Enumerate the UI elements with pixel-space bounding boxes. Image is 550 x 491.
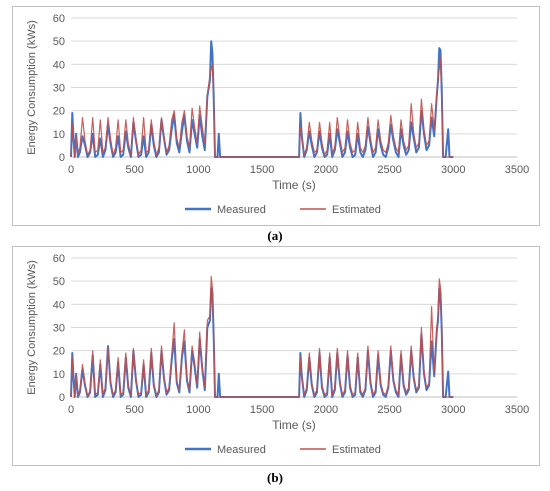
x-tick-label: 1000 [186,404,210,416]
y-tick-label: 10 [53,369,65,381]
x-tick-label: 0 [68,164,74,176]
y-tick-label: 60 [53,13,65,25]
x-tick-label: 1500 [250,404,274,416]
y-tick-label: 30 [53,83,65,95]
y-tick-label: 0 [59,152,65,164]
x-tick-label: 0 [68,404,74,416]
chart-a-svg: 0 10 20 30 40 50 60 0 500 1000 1500 2000 2500 3000 350… [26,13,529,216]
caption-b: (b) [267,470,283,485]
x-tick-label: 3500 [505,404,529,416]
legend-label-measured: Measured [217,444,266,456]
chart-b-svg: 0 10 20 30 40 50 60 0 500 1000 1500 2000 2500 3000 350… [26,253,529,456]
x-axis-title: Time (s) [272,418,316,432]
x-tick-label: 2500 [377,164,401,176]
y-axis-title: Energy Consumption (kWs) [26,20,38,155]
series-line-estimated [70,56,454,158]
y-tick-label: 20 [53,106,65,118]
y-tick-label: 20 [53,346,65,358]
x-tick-label: 3000 [441,164,465,176]
x-axis-title: Time (s) [272,178,316,192]
x-tick-label: 1500 [250,164,274,176]
x-tick-label: 500 [126,404,144,416]
legend-label-estimated: Estimated [332,444,381,456]
x-tick-label: 2000 [314,404,338,416]
y-tick-label: 40 [53,299,65,311]
x-tick-label: 1000 [186,164,210,176]
x-tick-label: 2500 [377,404,401,416]
y-axis-title: Energy Consumption (kWs) [26,260,38,395]
y-tick-label: 50 [53,36,65,48]
x-tick-label: 3000 [441,404,465,416]
y-tick-label: 0 [59,392,65,404]
x-tick-label: 500 [126,164,144,176]
y-tick-label: 30 [53,323,65,335]
y-tick-label: 40 [53,59,65,71]
series-line-estimated [70,275,454,398]
x-tick-label: 3500 [505,164,529,176]
y-tick-label: 60 [53,253,65,265]
caption-a: (a) [267,228,283,243]
y-tick-label: 10 [53,129,65,141]
legend-label-estimated: Estimated [332,204,381,216]
y-tick-label: 50 [53,276,65,288]
x-tick-label: 2000 [314,164,338,176]
legend-label-measured: Measured [217,204,266,216]
chart-panel-a: 0 10 20 30 40 50 60 0 500 1000 1500 2000 2500 3000 350… [12,6,540,226]
chart-panel-b: 0 10 20 30 40 50 60 0 500 1000 1500 2000 2500 3000 350… [12,246,540,466]
